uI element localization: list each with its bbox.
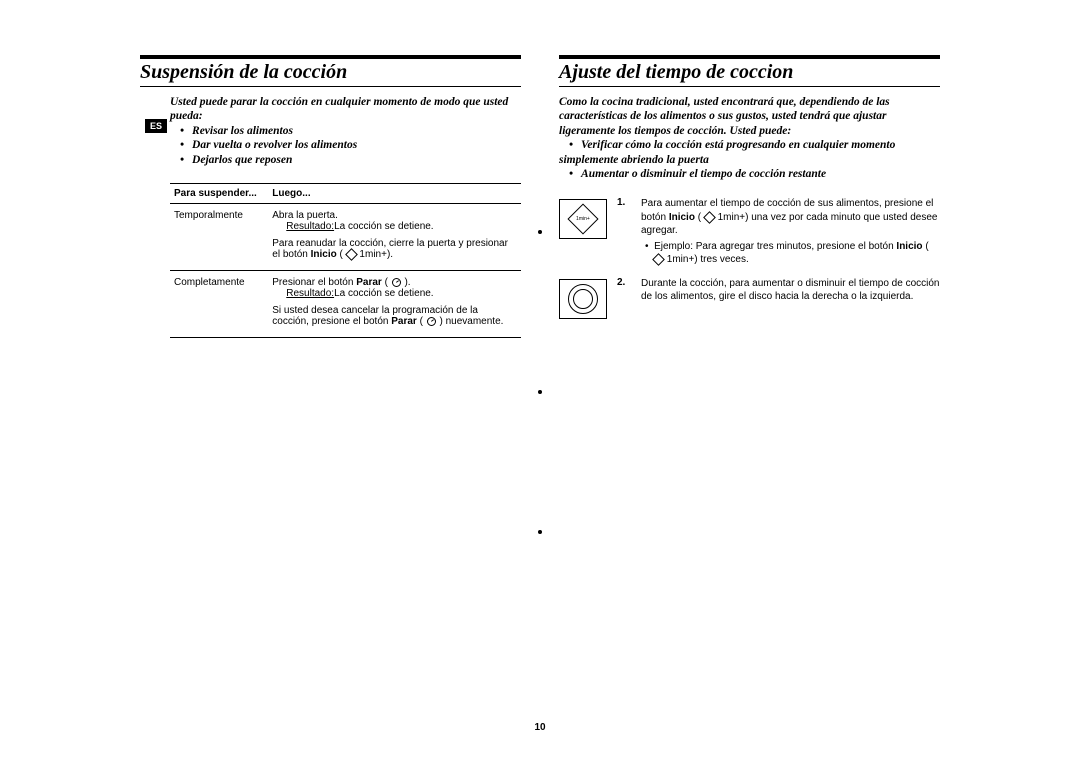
intro-lead: Como la cocina tradicional, usted encont… xyxy=(559,96,890,137)
text-bold: Inicio xyxy=(669,212,695,223)
result-label: Resultado: xyxy=(286,221,334,232)
diamond-icon xyxy=(652,253,665,266)
result-label: Resultado: xyxy=(286,288,334,299)
rule xyxy=(140,55,521,59)
rule xyxy=(140,86,521,87)
text-bold: Parar xyxy=(391,316,417,327)
step-row: 1min+ 1. Para aumentar el tiempo de cocc… xyxy=(559,197,940,267)
page-content: Suspensión de la cocción Usted puede par… xyxy=(140,55,940,338)
table-cell: Completamente xyxy=(170,270,268,337)
left-intro: Usted puede parar la cocción en cualquie… xyxy=(170,95,521,167)
text: ) nuevamente. xyxy=(437,316,504,327)
left-column: Suspensión de la cocción Usted puede par… xyxy=(140,55,521,338)
text: ( xyxy=(923,241,929,252)
intro-bullet: Aumentar o disminuir el tiempo de cocció… xyxy=(559,167,940,181)
rule xyxy=(559,55,940,59)
text: 1min+) tres veces. xyxy=(664,254,749,265)
text: 1min+). xyxy=(357,249,393,260)
text: La cocción se detiene. xyxy=(334,288,434,299)
text-bold: Parar xyxy=(356,277,382,288)
intro-bullet: Dejarlos que reposen xyxy=(170,153,521,167)
intro-bullet: Dar vuelta o revolver los alimentos xyxy=(170,138,521,152)
dot-icon xyxy=(538,390,542,394)
text: Ejemplo: Para agregar tres minutos, pres… xyxy=(654,241,896,252)
diamond-icon xyxy=(345,248,358,261)
text: Abra la puerta. xyxy=(272,210,338,221)
rule xyxy=(559,86,940,87)
step-body: Para aumentar el tiempo de cocción de su… xyxy=(641,197,940,267)
stop-icon xyxy=(427,317,436,326)
right-title: Ajuste del tiempo de coccion xyxy=(559,61,940,84)
table-row: Completamente Presionar el botón Parar (… xyxy=(170,270,521,337)
step-icon-box: 1min+ xyxy=(559,199,607,239)
stop-icon xyxy=(392,278,401,287)
right-intro: Como la cocina tradicional, usted encont… xyxy=(559,95,940,181)
page-number: 10 xyxy=(0,722,1080,733)
step-sub: • Ejemplo: Para agregar tres minutos, pr… xyxy=(653,240,940,267)
dot-icon xyxy=(538,230,542,234)
table-cell: Temporalmente xyxy=(170,203,268,270)
step-row: 2. Durante la cocción, para aumentar o d… xyxy=(559,277,940,319)
step-number: 1. xyxy=(617,197,631,267)
table-cell: Abra la puerta. Resultado:La cocción se … xyxy=(268,203,521,270)
text: ( xyxy=(417,316,426,327)
intro-bullet: Verificar cómo la cocción está progresan… xyxy=(559,138,940,167)
dial-icon xyxy=(568,284,598,314)
step-icon-box xyxy=(559,279,607,319)
diamond-icon xyxy=(703,211,716,224)
table-header: Luego... xyxy=(268,183,521,203)
right-column: Ajuste del tiempo de coccion Como la coc… xyxy=(559,55,940,338)
text: Presionar el botón xyxy=(272,277,356,288)
intro-bullet: Revisar los alimentos xyxy=(170,124,521,138)
dot-icon xyxy=(538,530,542,534)
text-bold: Inicio xyxy=(311,249,337,260)
text: Durante la cocción, para aumentar o dism… xyxy=(641,278,940,303)
text: La cocción se detiene. xyxy=(334,221,434,232)
instruction-table: Para suspender... Luego... Temporalmente… xyxy=(170,183,521,338)
step-body: Durante la cocción, para aumentar o dism… xyxy=(641,277,940,319)
table-row: Temporalmente Abra la puerta. Resultado:… xyxy=(170,203,521,270)
text: ( xyxy=(382,277,391,288)
intro-lead: Usted puede parar la cocción en cualquie… xyxy=(170,96,508,122)
text-bold: Inicio xyxy=(896,241,922,252)
table-header: Para suspender... xyxy=(170,183,268,203)
icon-text: 1min+ xyxy=(576,216,590,222)
table-cell: Presionar el botón Parar ( ). Resultado:… xyxy=(268,270,521,337)
step-number: 2. xyxy=(617,277,631,319)
left-title: Suspensión de la cocción xyxy=(140,61,521,84)
diamond-icon: 1min+ xyxy=(567,204,598,235)
steps-list: 1min+ 1. Para aumentar el tiempo de cocc… xyxy=(559,197,940,319)
text: ). xyxy=(402,277,411,288)
